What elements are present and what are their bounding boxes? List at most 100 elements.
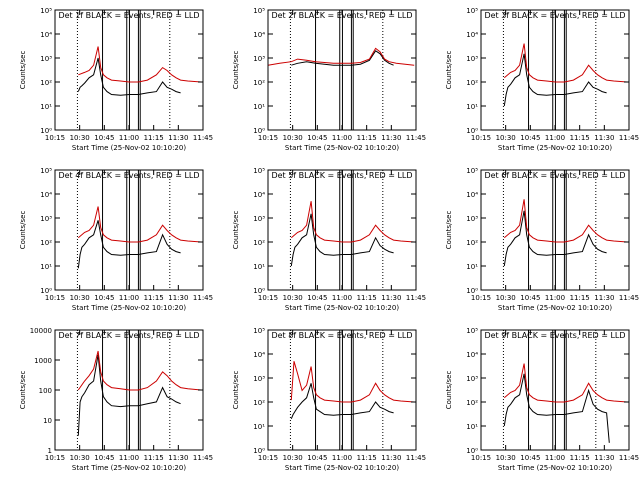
y-tick-label: 10²: [253, 239, 265, 247]
x-tick-label: 11:00: [545, 294, 565, 302]
plot-title: Det 1f BLACK = Events, RED = LLD: [58, 11, 199, 20]
x-axis-label: Start Time (25-Nov-02 10:10:20): [72, 464, 186, 472]
x-axis-label: Start Time (25-Nov-02 10:10:20): [498, 144, 612, 152]
y-tick-label: 10³: [466, 55, 478, 63]
x-tick-label: 11:15: [570, 454, 590, 462]
events-series-line: [503, 210, 607, 267]
y-tick-label: 10⁴: [466, 31, 478, 39]
y-tick-label: 10⁰: [40, 127, 52, 135]
y-axis-label: Counts/sec: [445, 211, 453, 250]
y-tick-label: 10²: [40, 239, 52, 247]
x-tick-label: 11:15: [144, 134, 164, 142]
x-tick-label: 10:45: [94, 294, 114, 302]
y-tick-label: 10³: [466, 215, 478, 223]
x-tick-label: 10:30: [496, 134, 516, 142]
y-tick-label: 10⁴: [466, 351, 478, 359]
x-tick-label: 10:30: [283, 454, 303, 462]
y-tick-label: 10²: [253, 399, 265, 407]
y-tick-label: 10: [43, 417, 52, 425]
x-tick-label: 11:45: [193, 294, 213, 302]
y-axis-label: Counts/sec: [232, 51, 240, 90]
x-tick-label: 11:00: [332, 294, 352, 302]
y-tick-label: 10¹: [466, 103, 478, 111]
y-tick-label: 10¹: [253, 103, 265, 111]
x-tick-label: 11:45: [406, 134, 426, 142]
y-tick-label: 10⁵: [466, 327, 478, 335]
y-tick-label: 10¹: [40, 263, 52, 271]
events-series-line: [77, 220, 181, 269]
x-tick-label: 10:30: [283, 134, 303, 142]
x-tick-label: 10:45: [307, 294, 327, 302]
x-tick-label: 11:45: [619, 294, 639, 302]
y-axis-label: Counts/sec: [232, 371, 240, 410]
x-tick-label: 11:15: [570, 294, 590, 302]
y-tick-label: 10⁵: [466, 167, 478, 175]
x-tick-label: 11:30: [381, 134, 401, 142]
x-tick-label: 10:30: [70, 294, 90, 302]
y-tick-label: 10³: [40, 55, 52, 63]
y-tick-label: 10⁵: [253, 167, 265, 175]
lld-series-line: [78, 46, 202, 83]
y-axis-label: Counts/sec: [19, 371, 27, 410]
y-tick-label: 1: [48, 447, 52, 455]
y-tick-label: 10²: [253, 79, 265, 87]
y-tick-label: 10¹: [466, 263, 478, 271]
y-tick-label: 100: [39, 387, 52, 395]
y-tick-label: 10000: [30, 327, 52, 335]
y-axis-label: Counts/sec: [19, 211, 27, 250]
y-tick-label: 10⁴: [466, 191, 478, 199]
events-series-line: [291, 50, 394, 66]
x-tick-label: 10:45: [520, 294, 540, 302]
x-tick-label: 11:00: [119, 294, 139, 302]
x-tick-label: 11:30: [594, 134, 614, 142]
x-tick-label: 10:15: [471, 134, 491, 142]
x-axis-label: Start Time (25-Nov-02 10:10:20): [285, 464, 399, 472]
x-axis-label: Start Time (25-Nov-02 10:10:20): [72, 144, 186, 152]
y-tick-label: 10⁵: [253, 7, 265, 15]
x-tick-label: 11:15: [570, 134, 590, 142]
detector-plot-9: 10⁰ 10¹ 10² 10³ 10⁴ 10⁵ 10:15 10:30 10:45 11:00 11…: [445, 327, 639, 472]
y-tick-label: 10³: [253, 375, 265, 383]
detector-plot-8: 10⁰ 10¹ 10² 10³ 10⁴ 10⁵ 10:15 10:30 10:45 11:00 11…: [232, 327, 426, 472]
detector-plot-7: 1 10 100 1000 10000 10:15 10:30 10:45 11:00 11:15…: [19, 327, 213, 472]
y-tick-label: 10⁵: [466, 7, 478, 15]
x-tick-label: 11:00: [119, 134, 139, 142]
x-tick-label: 11:45: [619, 134, 639, 142]
y-tick-label: 10⁰: [466, 127, 478, 135]
x-tick-label: 10:15: [258, 134, 278, 142]
x-tick-label: 11:30: [381, 294, 401, 302]
x-tick-label: 11:15: [357, 454, 377, 462]
x-tick-label: 10:15: [471, 454, 491, 462]
events-series-line: [290, 383, 394, 419]
x-tick-label: 10:30: [496, 454, 516, 462]
x-tick-label: 11:00: [545, 134, 565, 142]
x-tick-label: 11:30: [381, 454, 401, 462]
y-tick-label: 10²: [466, 79, 478, 87]
events-series-line: [503, 53, 607, 107]
x-tick-label: 11:30: [168, 294, 188, 302]
x-tick-label: 10:15: [45, 134, 65, 142]
x-tick-label: 11:30: [168, 454, 188, 462]
x-axis-label: Start Time (25-Nov-02 10:10:20): [285, 144, 399, 152]
x-tick-label: 10:45: [307, 134, 327, 142]
plot-title: Det 4f BLACK = Events, RED = LLD: [58, 171, 199, 180]
y-tick-label: 10⁰: [466, 447, 478, 455]
x-tick-label: 11:15: [357, 134, 377, 142]
plot-title: Det 3f BLACK = Events, RED = LLD: [484, 11, 625, 20]
y-tick-label: 10⁴: [40, 191, 52, 199]
events-series-line: [290, 213, 394, 267]
x-tick-label: 11:30: [168, 134, 188, 142]
y-tick-label: 10⁰: [253, 287, 265, 295]
x-tick-label: 10:45: [520, 134, 540, 142]
events-series-line: [77, 57, 181, 96]
x-axis-label: Start Time (25-Nov-02 10:10:20): [285, 304, 399, 312]
x-tick-label: 11:45: [406, 294, 426, 302]
x-tick-label: 10:30: [283, 294, 303, 302]
lld-series-line: [290, 201, 415, 243]
lld-series-line: [503, 43, 628, 83]
y-tick-label: 10⁰: [253, 127, 265, 135]
x-tick-label: 11:00: [332, 454, 352, 462]
y-tick-label: 10⁴: [253, 351, 265, 359]
detector-plot-2: 10⁰ 10¹ 10² 10³ 10⁴ 10⁵ 10:15 10:30 10:45 11:00 11…: [232, 7, 426, 152]
x-tick-label: 10:30: [70, 454, 90, 462]
